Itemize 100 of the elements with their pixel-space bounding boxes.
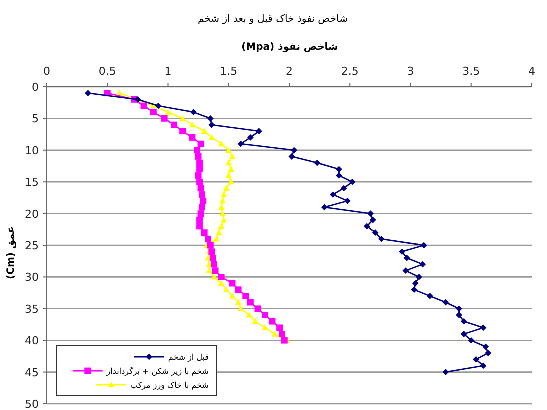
point	[349, 178, 356, 186]
point	[220, 192, 228, 198]
point	[456, 306, 462, 312]
point	[442, 369, 450, 376]
point	[420, 242, 428, 249]
x-tick-label: 2.5	[341, 65, 359, 78]
point	[279, 331, 286, 338]
point	[378, 236, 385, 242]
point	[196, 216, 203, 224]
point	[189, 122, 196, 128]
point	[254, 306, 262, 312]
point	[220, 198, 226, 204]
point	[208, 134, 216, 140]
point	[248, 134, 254, 141]
point	[482, 344, 490, 350]
y-tick-label: 45	[25, 366, 39, 380]
x-tick-label: 4	[528, 65, 536, 78]
point	[238, 140, 244, 148]
point	[480, 324, 487, 332]
point	[256, 128, 262, 135]
point	[207, 242, 214, 249]
point	[205, 236, 212, 242]
x-axis-title: شاخص نفوذ (Mpa)	[242, 42, 339, 53]
x-tick-label: 3	[407, 65, 414, 78]
point	[235, 299, 242, 306]
point	[155, 102, 162, 110]
point	[330, 192, 336, 198]
point	[321, 204, 328, 211]
y-tick-label: 30	[25, 271, 39, 284]
point	[216, 230, 222, 236]
point	[196, 178, 203, 186]
x-tick-label: 3.5	[462, 65, 480, 78]
point	[402, 268, 410, 274]
chart-title: شاخص نفوذ خاک قبل و بعد از شخم	[198, 14, 348, 25]
point	[252, 318, 259, 324]
point	[262, 312, 268, 318]
point	[200, 198, 207, 204]
point	[372, 230, 379, 236]
point	[262, 324, 268, 330]
point	[199, 192, 206, 198]
point	[199, 204, 206, 211]
y-tick-label: 40	[25, 334, 39, 348]
point	[473, 356, 480, 363]
x-tick-label: 0	[44, 65, 50, 78]
x-tick-label: 1	[164, 65, 172, 78]
point	[180, 116, 186, 122]
point	[246, 312, 253, 318]
point	[198, 185, 204, 192]
point	[416, 274, 422, 280]
point	[269, 318, 276, 325]
point	[196, 160, 203, 166]
point	[214, 236, 220, 242]
point	[412, 280, 419, 287]
point	[442, 299, 450, 306]
point	[212, 268, 219, 274]
point	[171, 122, 178, 128]
point	[195, 172, 202, 179]
y-tick-label: 25	[25, 240, 39, 252]
point	[210, 254, 216, 262]
point	[238, 306, 244, 312]
point	[281, 337, 288, 344]
point	[420, 261, 426, 268]
point	[195, 154, 202, 160]
point	[198, 140, 204, 148]
point	[211, 274, 218, 280]
point	[460, 318, 468, 325]
point	[85, 90, 92, 97]
point	[229, 293, 236, 299]
y-tick-label: 10	[25, 144, 39, 158]
point	[223, 185, 230, 191]
point	[207, 116, 214, 122]
point	[368, 210, 374, 217]
point	[220, 216, 228, 223]
y-tick-label: 35	[25, 302, 39, 316]
point	[364, 223, 370, 230]
point	[456, 312, 462, 318]
point	[228, 178, 234, 185]
point	[344, 198, 351, 204]
y-tick-label: 50	[25, 398, 39, 410]
point	[196, 223, 203, 230]
point	[196, 166, 203, 173]
point	[161, 116, 168, 122]
point	[485, 350, 492, 356]
point	[201, 128, 208, 134]
point	[190, 109, 197, 116]
point	[189, 134, 196, 141]
point	[314, 160, 321, 166]
y-axis-title: عمق (Cm)	[6, 226, 17, 280]
point	[218, 274, 225, 280]
point	[340, 185, 348, 192]
point	[370, 216, 376, 224]
point	[272, 331, 278, 337]
point	[206, 268, 213, 274]
point	[276, 324, 283, 332]
point	[208, 122, 216, 128]
point	[235, 286, 242, 294]
point	[218, 140, 225, 147]
point	[228, 166, 234, 172]
point	[208, 248, 216, 256]
point	[218, 204, 225, 210]
